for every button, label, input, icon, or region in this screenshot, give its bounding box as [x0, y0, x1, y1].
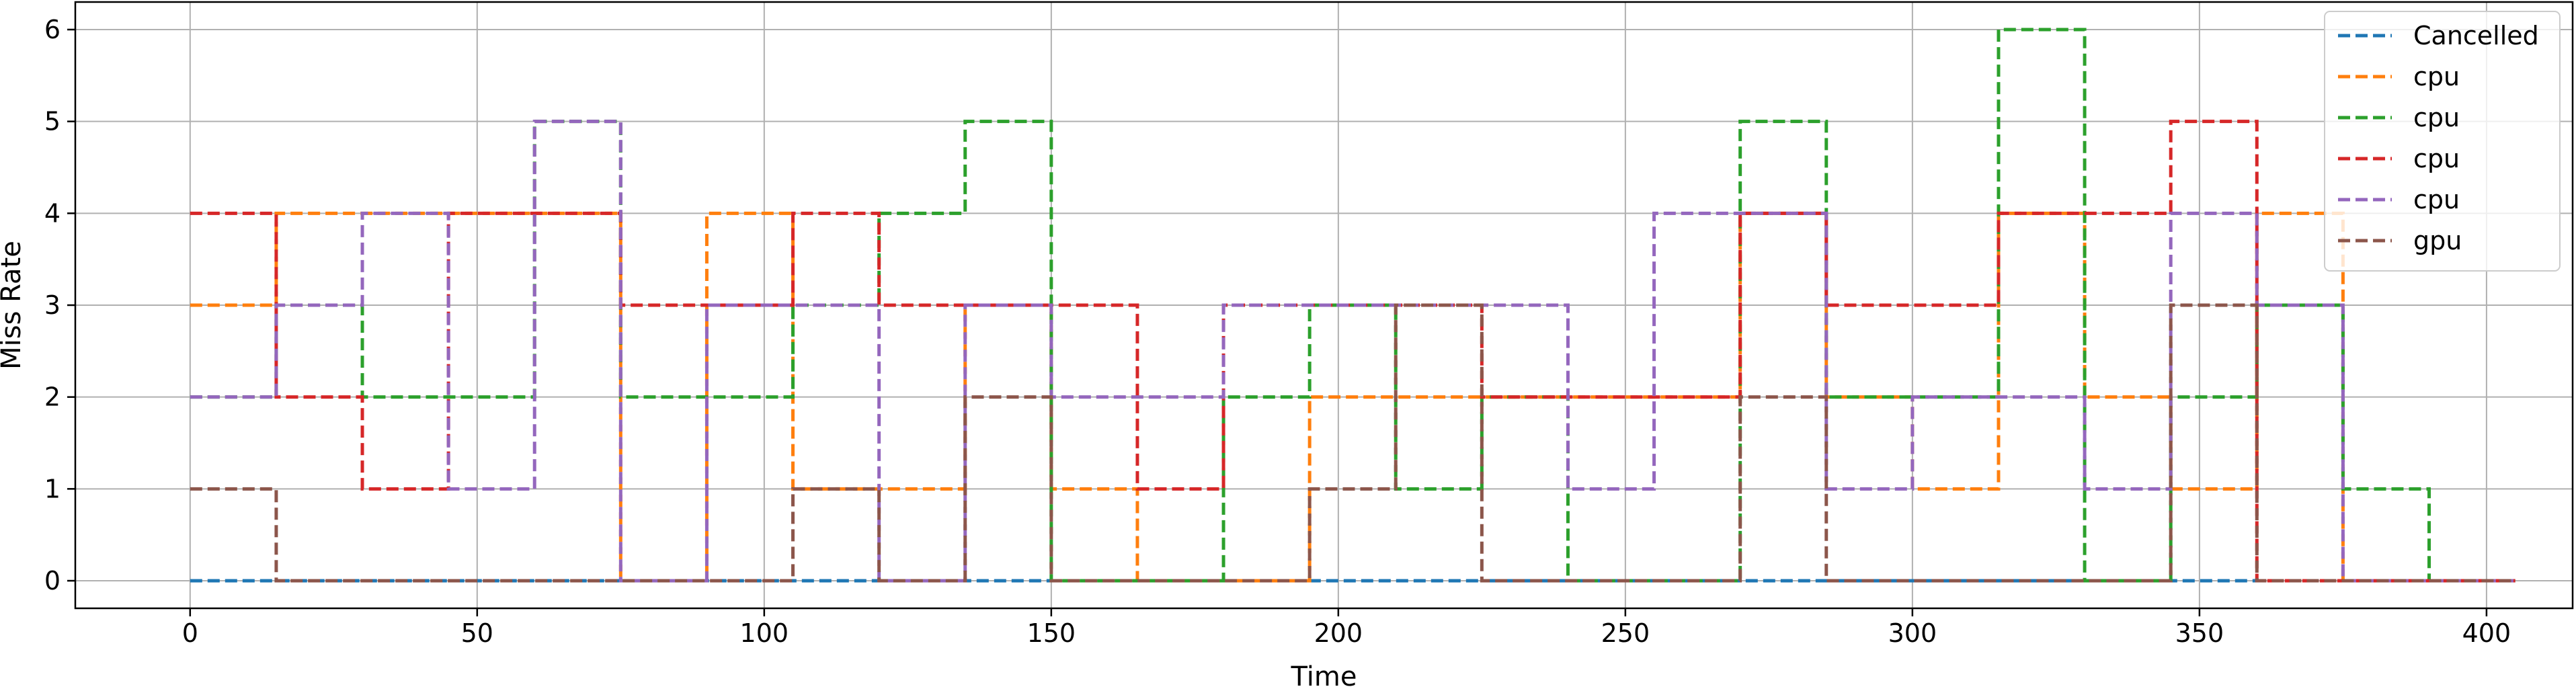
x-tick-label: 200	[1314, 618, 1363, 648]
y-axis-label: Miss Rate	[0, 241, 27, 370]
series-line-2	[190, 211, 2515, 583]
legend-label: cpu	[2413, 144, 2460, 173]
legend-label: cpu	[2413, 62, 2460, 91]
x-tick-label: 400	[2462, 618, 2511, 648]
y-tick-label: 4	[44, 198, 61, 228]
y-axis-ticks: 0 1 2 3 4 5 6	[44, 15, 75, 596]
x-tick-label: 150	[1027, 618, 1076, 648]
legend: Cancelled cpu cpu cpu cpu gpu	[2324, 11, 2561, 272]
x-tick-label: 50	[461, 618, 493, 648]
legend-label: Cancelled	[2413, 21, 2539, 50]
y-tick-label: 5	[44, 107, 61, 136]
y-tick-label: 6	[44, 15, 61, 44]
y-tick-label: 0	[44, 566, 61, 596]
legend-label: cpu	[2413, 103, 2460, 132]
x-tick-label: 300	[1888, 618, 1937, 648]
x-tick-label: 0	[182, 618, 198, 648]
series-lines	[190, 28, 2515, 583]
legend-label: gpu	[2413, 226, 2462, 255]
y-tick-label: 2	[44, 382, 61, 412]
series-line-5	[190, 120, 2515, 583]
legend-label: cpu	[2413, 185, 2460, 214]
x-tick-label: 250	[1601, 618, 1650, 648]
series-line-6	[190, 303, 2515, 583]
x-axis-ticks: 0 50 100 150 200 250 300 350 400	[182, 608, 2511, 648]
x-tick-label: 100	[740, 618, 789, 648]
y-tick-label: 3	[44, 290, 61, 320]
x-tick-label: 350	[2175, 618, 2224, 648]
series-line-4	[190, 120, 2515, 583]
y-tick-label: 1	[44, 474, 61, 503]
x-axis-label: Time	[1291, 661, 1357, 692]
